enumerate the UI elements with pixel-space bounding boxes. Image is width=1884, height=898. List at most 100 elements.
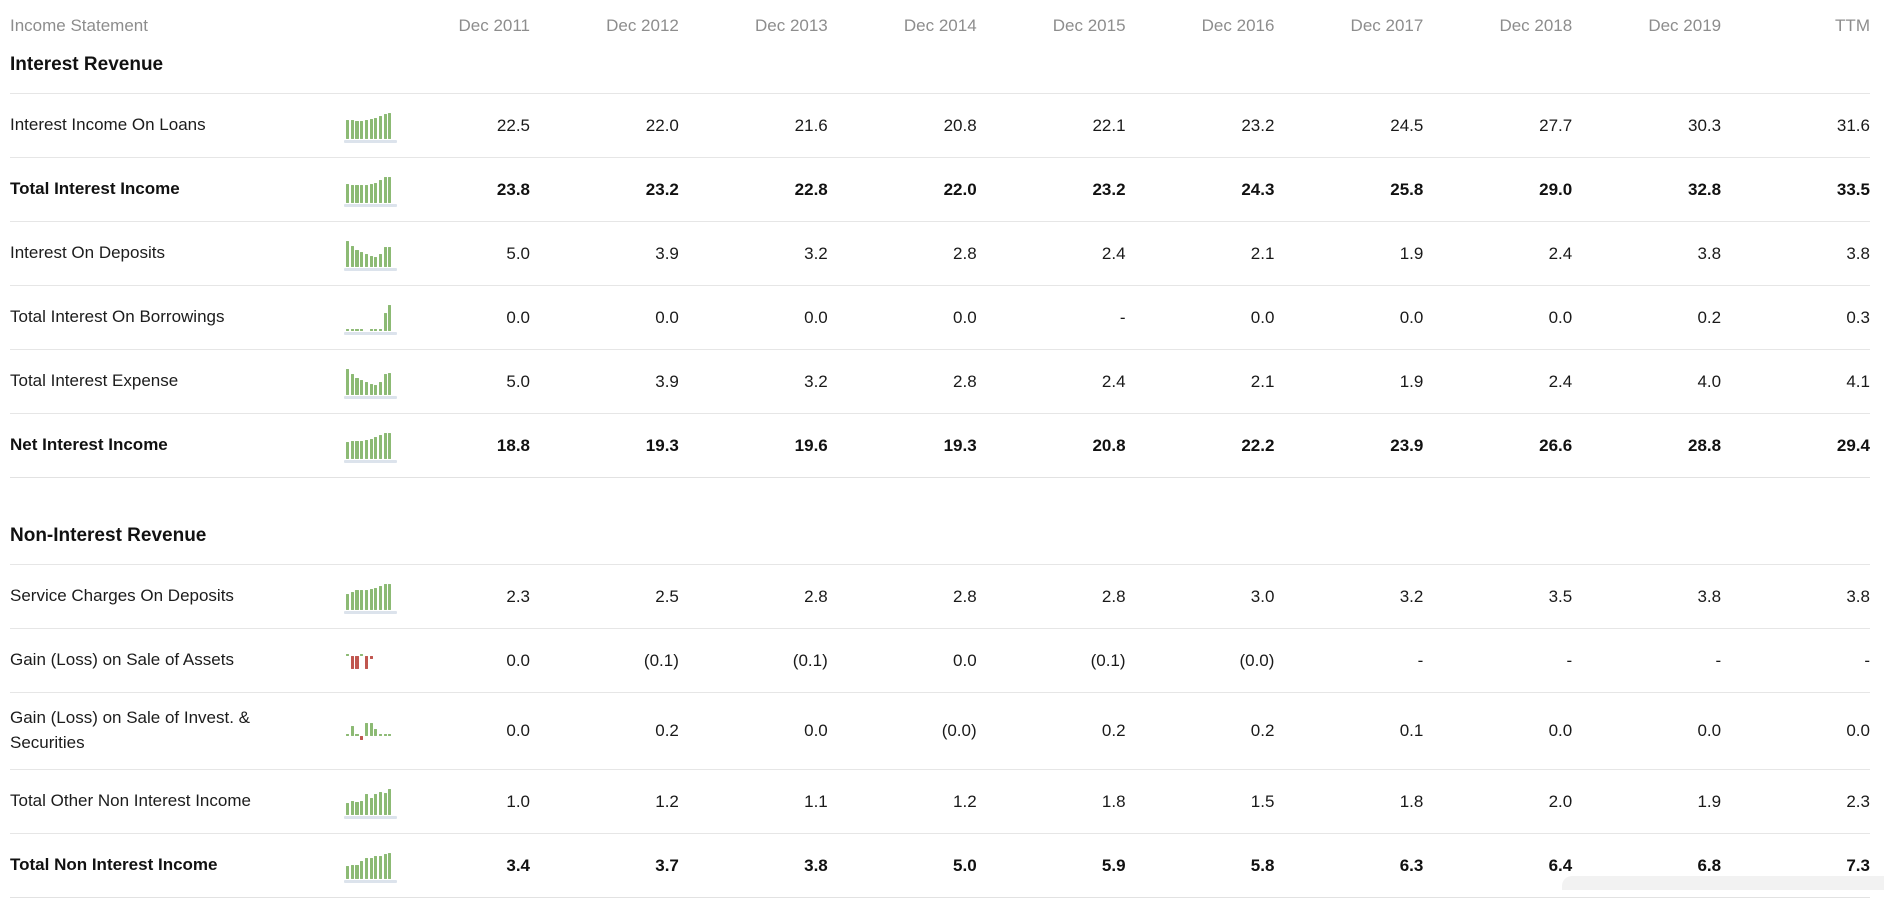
table-row[interactable]: Gain (Loss) on Sale of Assets 0.0 (0.1) (0.… [10, 628, 1870, 692]
sparkline-cell [338, 240, 412, 271]
spark-bar-positive [374, 729, 378, 736]
value-cell: 3.4 [506, 855, 530, 875]
value-cell: 4.0 [1697, 371, 1722, 391]
value-cell: 1.8 [1101, 791, 1126, 811]
value-cell: 1.5 [1250, 791, 1275, 811]
value-cell: 32.8 [1688, 179, 1722, 199]
value-cell: 24.3 [1241, 179, 1275, 199]
spark-bar-positive [374, 118, 378, 139]
table-row[interactable]: Net Interest Income 18.8 19.3 19.6 19.3 20.8 2… [10, 413, 1870, 478]
value-cell: 1.0 [506, 791, 530, 811]
spark-bar-positive [388, 112, 392, 139]
spark-bar-positive [346, 654, 350, 656]
value-cell: 22.8 [794, 179, 828, 199]
table-row[interactable]: Service Charges On Deposits 2.3 2.5 2.8 2.8 2… [10, 564, 1870, 628]
spark-bar-positive [346, 593, 350, 610]
spark-bar-positive [378, 791, 383, 815]
spark-bar-positive [388, 432, 392, 459]
table-row[interactable]: Interest Income On Loans 22.5 22.0 21.6 20.8… [10, 93, 1870, 157]
row-label: Total Other Non Interest Income [10, 791, 251, 811]
value-cell: 18.8 [496, 435, 530, 455]
value-cell: 0.0 [655, 307, 679, 327]
spark-bar-positive [346, 803, 350, 815]
value-cell: 19.6 [794, 435, 828, 455]
table-body: Interest Revenue Interest Income On Loans… [10, 40, 1870, 898]
value-cell: 24.5 [1390, 115, 1424, 135]
spark-bar-positive [355, 328, 359, 331]
row-label: Interest Income On Loans [10, 115, 206, 135]
column-header: Dec 2018 [1499, 16, 1573, 35]
spark-bar-positive [350, 374, 354, 395]
value-cell: 5.8 [1250, 855, 1275, 875]
spark-bar-negative [355, 656, 359, 669]
spark-bar-positive [369, 328, 373, 331]
value-cell: 2.8 [953, 371, 977, 391]
spark-bar-positive [374, 437, 378, 459]
spark-bar-positive [355, 249, 359, 267]
sparkline-chart [344, 432, 397, 463]
spark-bar-negative [369, 656, 373, 659]
row-label: Service Charges On Deposits [10, 586, 234, 606]
value-cell: 0.0 [506, 721, 530, 740]
sparkline-chart [344, 583, 397, 614]
section-title: Interest Revenue [10, 54, 164, 75]
value-cell: 1.2 [953, 791, 977, 811]
value-cell: 1.2 [655, 791, 679, 811]
value-cell: 23.9 [1390, 435, 1424, 455]
spark-bar-positive [364, 440, 368, 459]
value-cell: 0.0 [1399, 307, 1424, 327]
value-cell: 5.0 [506, 243, 530, 263]
row-label: Interest On Deposits [10, 243, 165, 263]
spark-bar-positive [360, 121, 364, 139]
spark-bar-positive [350, 592, 354, 610]
table-row[interactable]: Interest On Deposits 5.0 3.9 3.2 2.8 2.4 2.1 1.… [10, 221, 1870, 285]
row-label: Gain (Loss) on Sale of Assets [10, 650, 234, 670]
value-cell: - [1566, 650, 1573, 670]
value-cell: 0.2 [1101, 721, 1126, 740]
spark-bar-positive [383, 246, 387, 267]
value-cell: 19.3 [645, 435, 679, 455]
spark-bar-positive [378, 180, 383, 203]
row-label: Total Interest Income [10, 179, 180, 199]
value-cell: 25.8 [1390, 179, 1424, 199]
value-cell: 2.4 [1101, 243, 1126, 263]
spark-bar-positive [346, 866, 350, 879]
table-row[interactable]: Total Other Non Interest Income 1.0 1.2 1.1… [10, 769, 1870, 833]
sparkline-chart [344, 852, 397, 883]
value-cell: 0.0 [1250, 307, 1275, 327]
spark-bar-positive [369, 383, 373, 395]
value-cell: 2.8 [1101, 586, 1126, 606]
value-cell: 0.2 [1697, 307, 1722, 327]
spark-baseline [344, 879, 397, 883]
spark-bar-positive [369, 255, 373, 267]
table-row[interactable]: Total Interest Income 23.8 23.2 22.8 22.0 23.… [10, 157, 1870, 221]
spark-bar-positive [369, 797, 373, 815]
value-cell: - [1119, 307, 1126, 327]
spark-bar-negative [360, 735, 364, 740]
value-cell: 3.7 [655, 855, 679, 875]
value-cell: 3.9 [655, 371, 679, 391]
spark-bar-negative [350, 656, 354, 669]
spark-bar-positive [360, 441, 364, 459]
spark-bar-positive [388, 852, 392, 879]
value-cell: 22.0 [943, 179, 977, 199]
sparkline-chart [344, 176, 397, 207]
column-header: Dec 2016 [1201, 16, 1275, 35]
value-cell: 6.8 [1697, 855, 1722, 875]
table-row[interactable]: Total Interest On Borrowings 0.0 0.0 0.0 0.0… [10, 285, 1870, 349]
sparkline-cell [338, 112, 412, 143]
spark-bar-positive [360, 590, 364, 610]
spark-bar-positive [355, 441, 359, 459]
table-row[interactable]: Gain (Loss) on Sale of Invest. & Securit… [10, 692, 1870, 769]
value-cell: 3.8 [1697, 243, 1722, 263]
value-cell: 26.6 [1539, 435, 1573, 455]
value-cell: 0.1 [1399, 721, 1424, 740]
sparkline-chart [346, 722, 393, 740]
value-cell: 22.1 [1092, 115, 1126, 135]
value-cell: 2.4 [1548, 371, 1573, 391]
value-cell: 33.5 [1836, 179, 1870, 199]
value-cell: 3.8 [1846, 243, 1870, 263]
table-row[interactable]: Total Interest Expense 5.0 3.9 3.2 2.8 2.4 2.1… [10, 349, 1870, 413]
spark-bar-positive [374, 182, 378, 203]
value-cell: 5.0 [953, 855, 977, 875]
